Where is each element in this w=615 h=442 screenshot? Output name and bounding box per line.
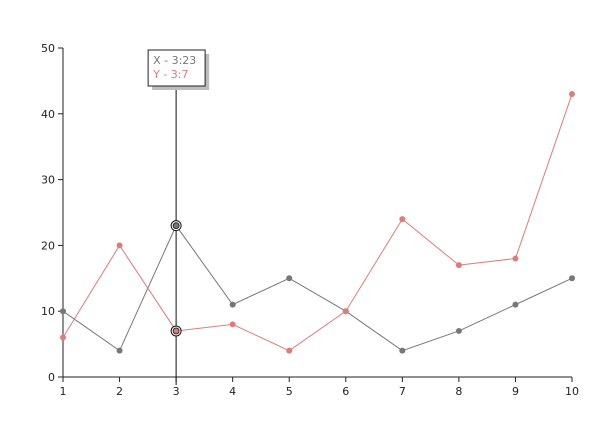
data-point-y — [342, 308, 349, 315]
data-point-y — [229, 321, 236, 328]
hover-markers — [170, 220, 182, 337]
data-point-x — [569, 275, 575, 282]
x-ticks: 1 2 3 4 5 6 7 8 9 10 — [60, 377, 579, 398]
data-point-y — [116, 242, 123, 249]
y-tick-label: 0 — [48, 371, 55, 384]
x-tick-label: 9 — [512, 385, 519, 398]
data-point-y — [399, 216, 406, 223]
x-tick-label: 7 — [399, 385, 406, 398]
x-tick-label: 1 — [60, 385, 67, 398]
hover-marker-dot — [172, 327, 180, 335]
x-tick-label: 8 — [455, 385, 462, 398]
data-point-x — [60, 308, 66, 315]
data-point-x — [455, 327, 462, 334]
series-x — [60, 222, 575, 354]
y-ticks: 0 10 20 30 40 50 — [41, 42, 63, 384]
x-tick-label: 3 — [173, 385, 180, 398]
hover-marker-dot — [172, 222, 180, 230]
data-point-y — [512, 255, 519, 262]
data-point-y — [569, 91, 575, 98]
data-point-x — [116, 347, 123, 354]
y-tick-label: 30 — [41, 174, 55, 187]
series-line-y — [62, 93, 573, 352]
y-tick-label: 20 — [41, 239, 55, 252]
data-point-x — [399, 347, 406, 354]
x-tick-label: 2 — [116, 385, 123, 398]
x-tick-label: 5 — [286, 385, 293, 398]
y-tick-label: 40 — [41, 108, 55, 121]
y-tick-label: 50 — [41, 42, 55, 55]
y-tick-label: 10 — [41, 305, 55, 318]
data-point-y — [60, 334, 66, 341]
data-point-y — [455, 262, 462, 269]
data-point-y — [286, 347, 293, 354]
series-y — [60, 91, 575, 354]
tooltip-box — [147, 49, 206, 87]
tooltip: X - 3:23 Y - 3:7 — [147, 49, 210, 90]
x-tick-label: 4 — [229, 385, 236, 398]
axes: 0 10 20 30 40 50 1 2 3 4 5 6 7 8 9 10 — [41, 42, 579, 398]
series-line-x — [62, 224, 573, 352]
series-layer — [60, 91, 575, 354]
data-point-x — [512, 301, 519, 308]
data-point-x — [229, 301, 236, 308]
data-point-x — [286, 275, 293, 282]
x-tick-label: 6 — [342, 385, 349, 398]
x-tick-label: 10 — [565, 385, 579, 398]
tooltip-line-x: X - 3:23 — [153, 54, 196, 67]
tooltip-line-y: Y - 3:7 — [152, 68, 188, 81]
